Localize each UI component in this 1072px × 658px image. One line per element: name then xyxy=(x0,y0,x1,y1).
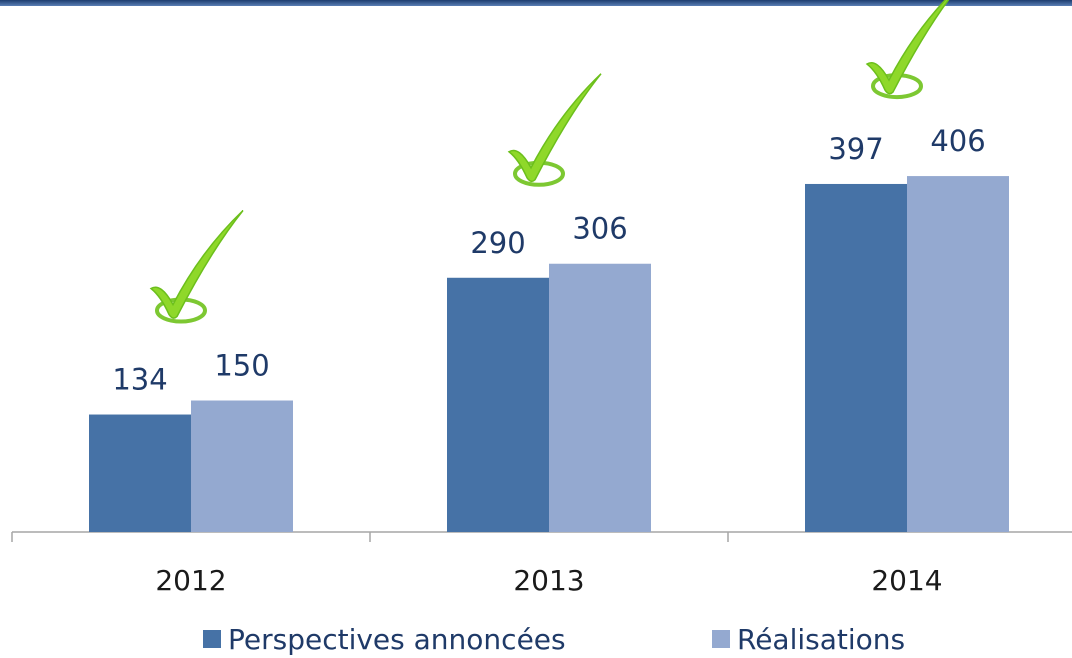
bar xyxy=(89,414,191,532)
top-border xyxy=(0,0,1072,6)
bar xyxy=(191,400,293,532)
bar xyxy=(805,183,907,533)
legend-swatch xyxy=(203,630,221,648)
bar xyxy=(549,263,651,532)
checkmark xyxy=(865,0,950,100)
legend-label: Perspectives annoncées xyxy=(228,623,566,656)
check xyxy=(507,73,602,183)
value-label: 134 xyxy=(112,363,167,397)
x-tick-label: 2014 xyxy=(871,564,942,597)
legend-swatch xyxy=(712,630,730,648)
value-label: 397 xyxy=(828,132,883,166)
value-label: 306 xyxy=(572,212,627,246)
value-label: 290 xyxy=(470,226,525,260)
legend-label: Réalisations xyxy=(737,623,905,656)
x-tick-label: 2013 xyxy=(513,564,584,597)
x-tick-label: 2012 xyxy=(155,564,226,597)
checkmark xyxy=(507,73,602,187)
check xyxy=(865,0,950,95)
bar xyxy=(447,277,549,532)
value-label: 406 xyxy=(930,124,985,158)
checkmark xyxy=(149,209,244,324)
value-label: 150 xyxy=(214,349,269,383)
bar xyxy=(907,176,1009,532)
check xyxy=(149,209,244,319)
